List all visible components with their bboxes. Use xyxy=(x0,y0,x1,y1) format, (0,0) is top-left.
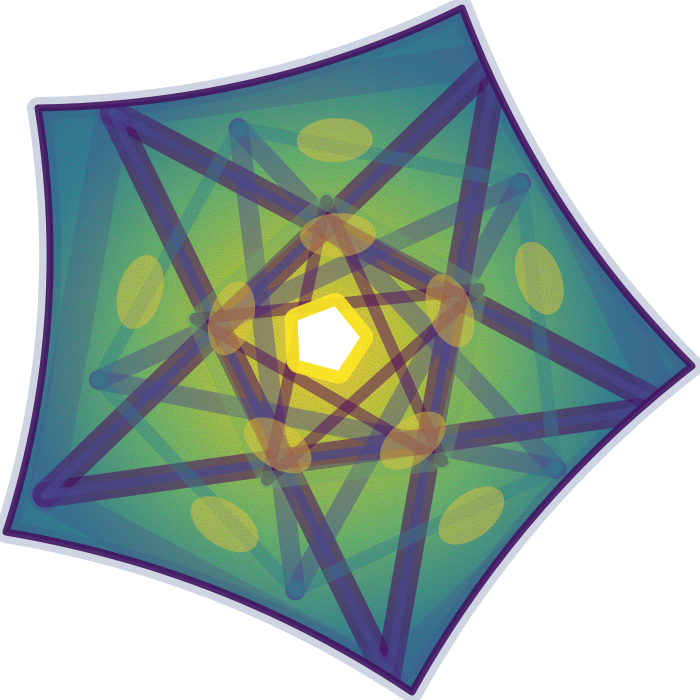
outline-rim xyxy=(2,4,696,696)
attractor-center-hole xyxy=(284,293,373,384)
center-pentagon xyxy=(297,306,360,371)
